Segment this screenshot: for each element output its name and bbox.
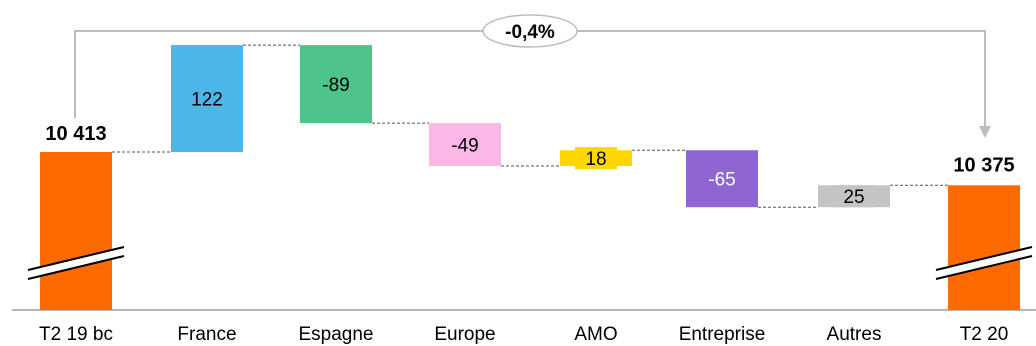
value-label-france: 122 <box>191 90 223 111</box>
value-label-europe: -49 <box>451 136 478 157</box>
x-tick-label: France <box>177 324 236 345</box>
x-tick-label: Espagne <box>298 324 373 345</box>
change-badge <box>482 14 578 48</box>
value-label-autres: 25 <box>843 187 864 208</box>
value-label-start: 10 413 <box>45 123 106 145</box>
label-patch <box>833 185 875 208</box>
bar-start-total <box>40 152 112 310</box>
bar-europe <box>429 123 501 167</box>
value-label-amo: 18 <box>585 149 606 170</box>
x-tick-labels: T2 19 bc France Espagne Europe AMO Entreprise… <box>39 324 1008 345</box>
label-patch <box>575 147 617 170</box>
axis-break-end <box>935 246 1033 280</box>
x-tick-label: T2 19 bc <box>39 324 113 345</box>
bar-entreprise <box>686 150 758 208</box>
change-badge-label: -0,4% <box>505 22 555 43</box>
x-tick-label: T2 20 <box>960 324 1009 345</box>
value-label-entreprise: -65 <box>708 170 735 191</box>
x-tick-label: Autres <box>827 324 882 345</box>
bar-end-total <box>948 185 1020 310</box>
bar-france <box>171 45 243 152</box>
x-tick-label: Europe <box>434 324 495 345</box>
axis-break-start <box>27 246 125 280</box>
value-label-espagne: -89 <box>322 75 349 96</box>
x-tick-label: Entreprise <box>679 324 766 345</box>
connectors <box>112 44 948 208</box>
value-label-end: 10 375 <box>953 154 1014 176</box>
value-labels: 10 413 122 -89 -49 18 -65 25 10 375 <box>45 75 1014 208</box>
bars <box>27 45 1033 310</box>
bar-espagne <box>300 45 372 124</box>
x-tick-label: AMO <box>574 324 617 345</box>
